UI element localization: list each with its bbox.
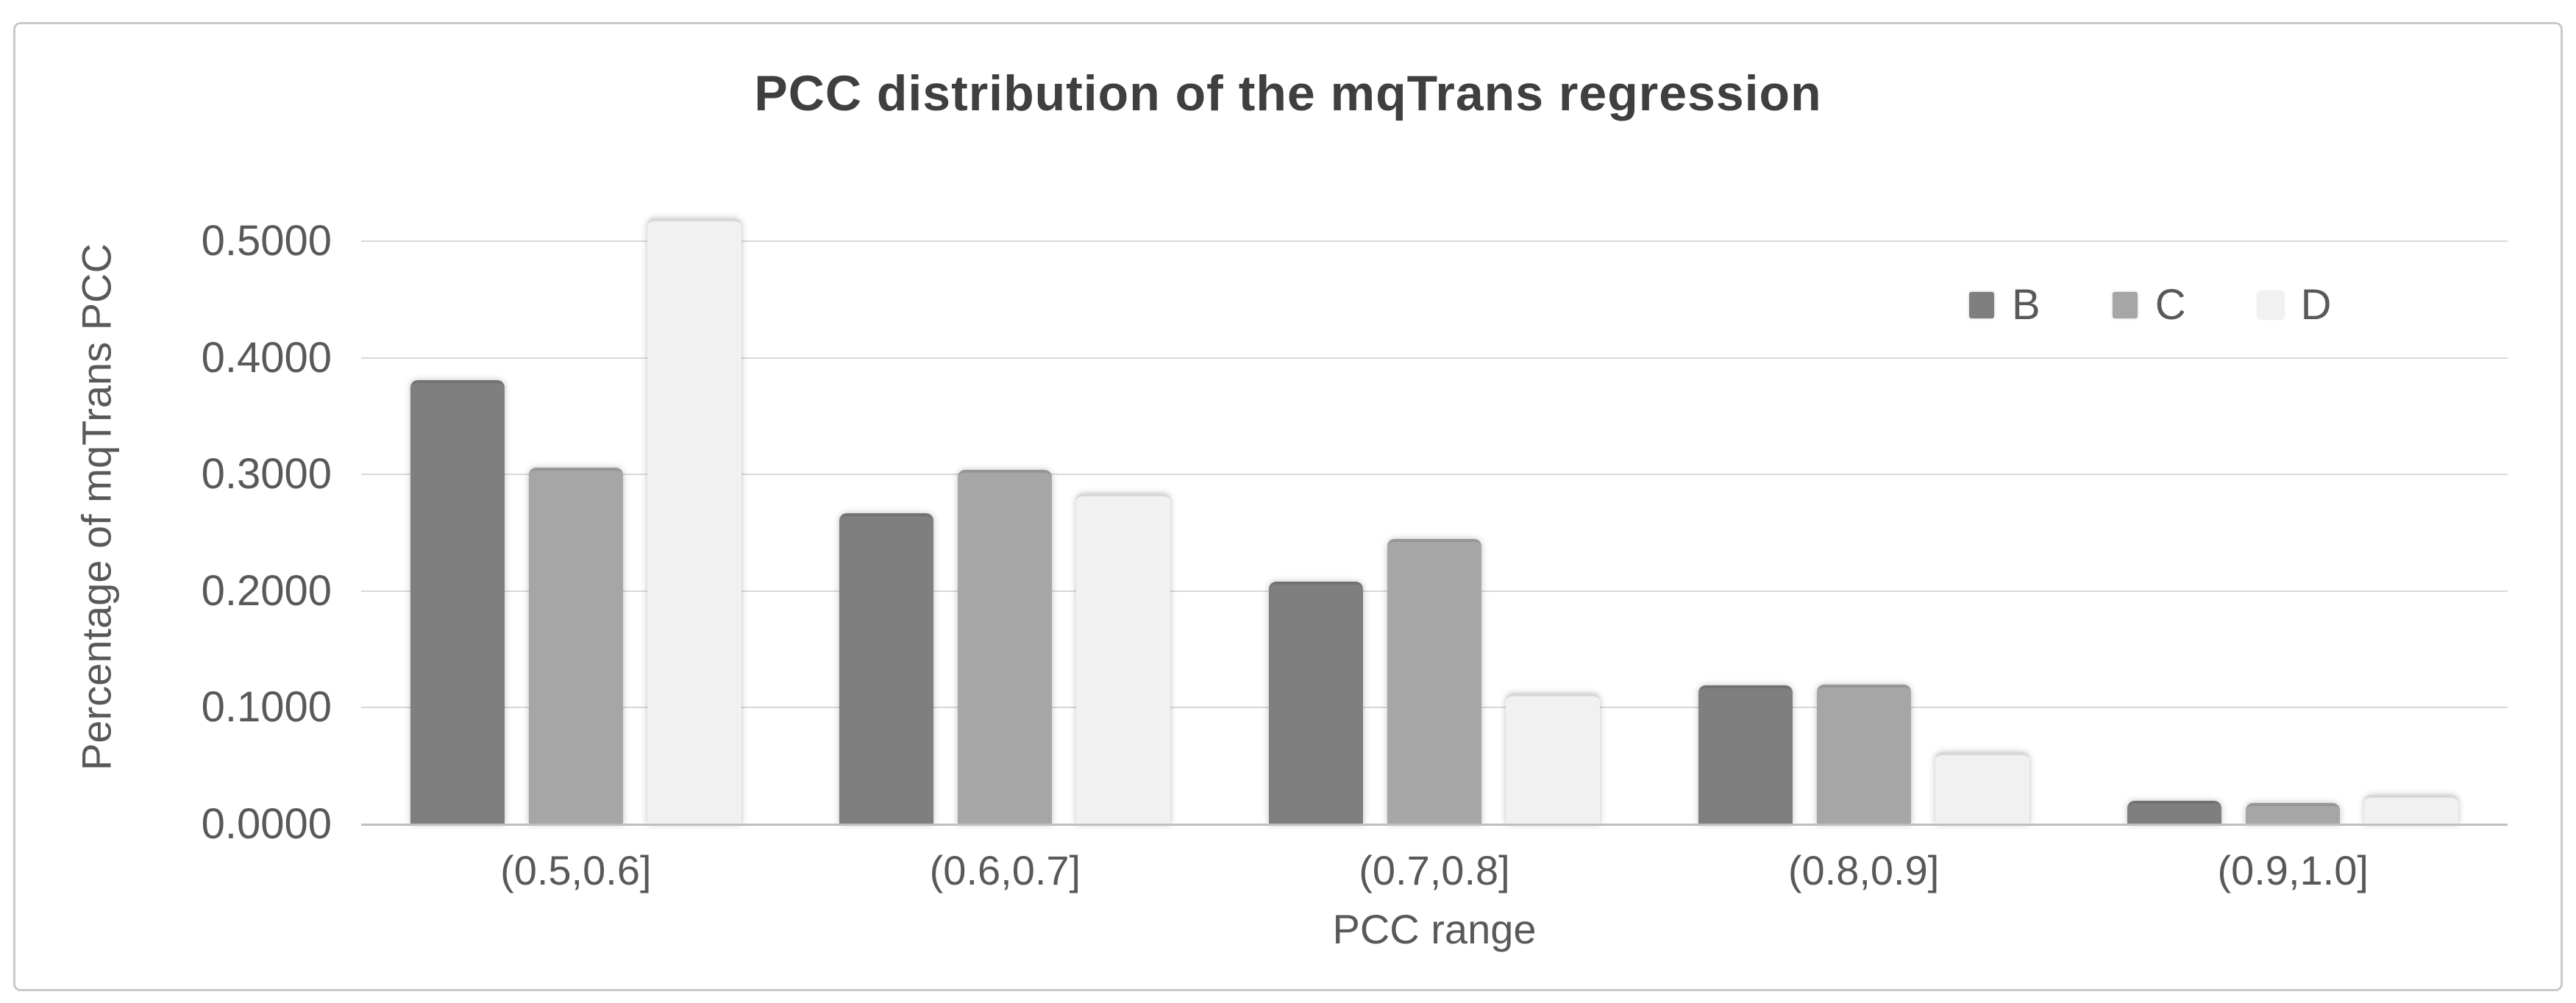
x-tick-label-4: (0.8,0.9] (1787, 847, 1940, 893)
y-tick-label-0.2000: 0.2000 (201, 566, 332, 615)
chart-frame: PCC distribution of the mqTrans regressi… (13, 22, 2563, 991)
category-group-4 (1649, 183, 2079, 824)
bar-C-cat4 (1816, 684, 1911, 824)
legend-label-B: B (2012, 281, 2040, 329)
bar-D-cat5 (2364, 795, 2459, 824)
legend-label-C: C (2155, 281, 2186, 329)
bar-D-cat4 (1935, 752, 2029, 824)
y-tick-label-0.1000: 0.1000 (201, 683, 332, 732)
bar-C-cat3 (1387, 538, 1481, 824)
gridline-0.3 (361, 474, 2508, 476)
bar-B-cat3 (1268, 582, 1363, 824)
plot-area (361, 183, 2508, 826)
x-axis-tick-labels: (0.5,0.6] (0.6,0.7] (0.7,0.8] (0.8,0.9] (0.9… (361, 846, 2508, 898)
legend-item-B: B (1969, 280, 2040, 329)
bar-D-cat3 (1505, 693, 1600, 824)
category-group-1 (361, 183, 791, 824)
bar-D-cat2 (1076, 493, 1171, 824)
y-axis-title-text: Percentage of mqTrans PCC (73, 243, 120, 771)
bar-C-cat5 (2246, 803, 2341, 824)
bar-B-cat4 (1698, 685, 1793, 824)
legend-swatch-D (2257, 291, 2283, 318)
y-axis-tick-labels: 0.0000 0.1000 0.2000 0.3000 0.4000 0.5000 (118, 183, 332, 848)
bar-B-cat1 (410, 379, 505, 824)
category-group-5 (2078, 183, 2508, 824)
x-tick-label-2: (0.6,0.7] (929, 847, 1081, 893)
x-axis-line (361, 824, 2508, 826)
y-tick-label-0.3000: 0.3000 (201, 450, 332, 499)
legend-item-D: D (2257, 280, 2332, 329)
legend-swatch-B (1969, 291, 1994, 318)
x-axis-title: PCC range (1332, 906, 1537, 952)
legend-swatch-C (2112, 291, 2138, 318)
bar-D-cat1 (647, 218, 741, 824)
y-tick-label-0.5000: 0.5000 (201, 217, 332, 265)
legend-item-C: C (2112, 280, 2186, 329)
y-tick-label-0.0000: 0.0000 (201, 800, 332, 848)
bar-C-cat2 (958, 470, 1053, 824)
x-tick-label-3: (0.7,0.8] (1359, 847, 1510, 893)
x-tick-label-1: (0.5,0.6] (500, 847, 652, 893)
bar-C-cat1 (528, 467, 623, 824)
category-group-3 (1220, 183, 1649, 824)
x-tick-label-5: (0.9,1.0] (2217, 847, 2369, 893)
legend: B C D (1969, 280, 2331, 329)
y-tick-label-0.4000: 0.4000 (201, 333, 332, 382)
gridline-0.4 (361, 357, 2508, 359)
gridline-0.5 (361, 240, 2508, 243)
chart-title: PCC distribution of the mqTrans regressi… (754, 65, 1822, 121)
category-group-2 (791, 183, 1220, 824)
bar-B-cat2 (839, 513, 934, 824)
bar-B-cat5 (2127, 801, 2222, 824)
legend-label-D: D (2300, 281, 2332, 329)
